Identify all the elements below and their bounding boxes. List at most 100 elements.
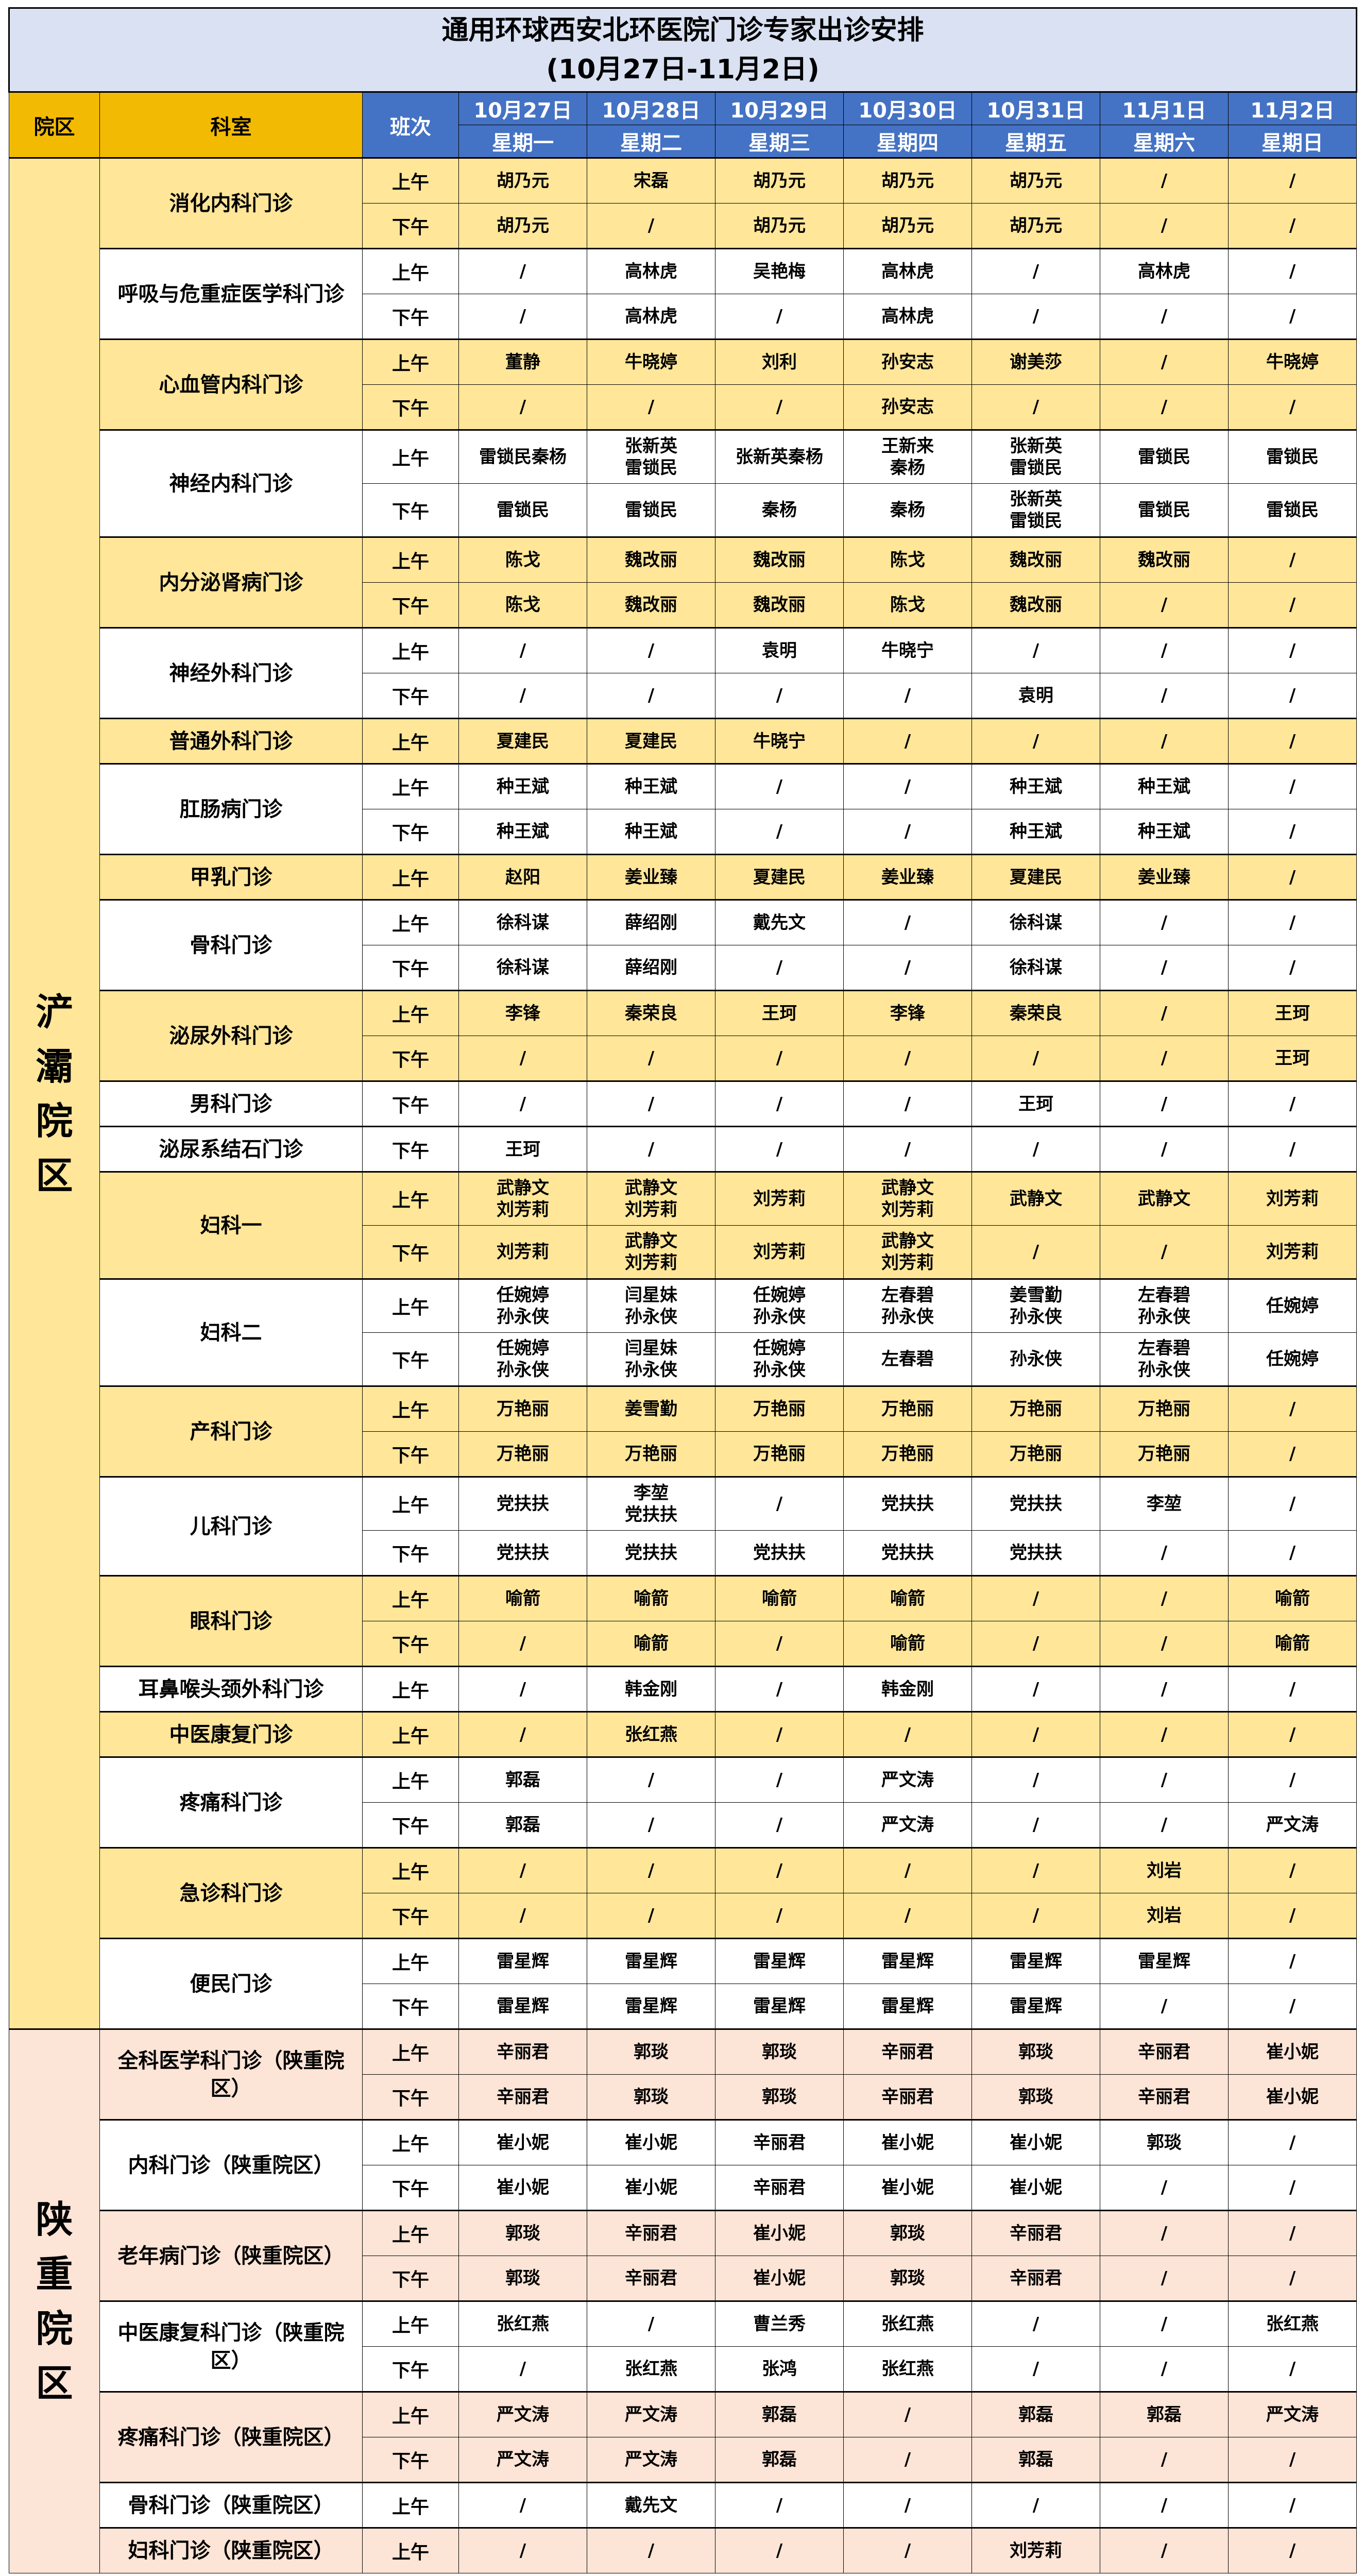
- table-row: 老年病门诊（陕重院区） 上午 郭琰 辛丽君 崔小妮 郭琰 辛丽君 / /: [9, 2210, 1357, 2301]
- table-row: 中医康复科门诊（陕重院区） 上午 张红燕 / 曹兰秀 张红燕 / / 张红燕: [9, 2300, 1357, 2392]
- doctor-cell: 刘芳莉: [715, 1225, 844, 1279]
- doctor-cell: /: [971, 294, 1100, 340]
- doctor-cell: 陈戈: [458, 582, 587, 628]
- doctor-cell: /: [1100, 1666, 1229, 1712]
- doctor-cell: 魏改丽: [971, 536, 1100, 583]
- doctor-cell: 孙安志: [843, 384, 972, 430]
- shift-period: 上午: [362, 1756, 459, 1803]
- doctor-cell: 戴先文: [715, 899, 844, 945]
- table-row: 下午 / / / / / / 王珂: [9, 1036, 1357, 1081]
- doctor-cell: 刘芳莉: [1227, 1225, 1357, 1279]
- doctor-cell: /: [715, 1893, 844, 1939]
- doctor-cell: /: [458, 627, 587, 673]
- table-row: 妇科一 上午 武静文 刘芳莉 武静文 刘芳莉 刘芳莉 武静文 刘芳莉 武静文 武静文 刘芳莉: [9, 1171, 1357, 1279]
- doctor-cell: 张新英 雷锁民: [971, 483, 1100, 537]
- shift-period: 下午: [362, 384, 459, 430]
- doctor-cell: 雷星辉: [587, 1938, 715, 1984]
- doctor-cell: 辛丽君: [715, 2119, 844, 2165]
- shift-period: 上午: [362, 2028, 459, 2075]
- doctor-cell: 秦杨: [715, 483, 844, 537]
- doctor-cell: 张新英秦杨: [715, 429, 844, 484]
- doctor-cell: /: [458, 1893, 587, 1939]
- department-name: 中医康复门诊: [99, 1711, 363, 1757]
- doctor-cell: 郭琰: [843, 2210, 972, 2256]
- department-name: 普通外科门诊: [99, 718, 363, 764]
- shift-period: 上午: [362, 854, 459, 900]
- doctor-cell: 胡乃元: [971, 157, 1100, 204]
- doctor-cell: 辛丽君: [1100, 2028, 1229, 2075]
- doctor-cell: /: [1100, 203, 1229, 249]
- table-row: 中医康复门诊 上午 / 张红燕 / / / / /: [9, 1711, 1357, 1757]
- table-row: 甲乳门诊 上午 赵阳 姜业臻 夏建民 姜业臻 夏建民 姜业臻 /: [9, 854, 1357, 900]
- schedule-table: 通用环球西安北环医院门诊专家出诊安排 (10月27日-11月2日) 院区 科室 …: [8, 7, 1358, 2573]
- table-row: 泌尿外科门诊 上午 李锋 秦荣良 王珂 李锋 秦荣良 / 王珂: [9, 990, 1357, 1081]
- doctor-cell: 闫星妹 孙永侠: [587, 1332, 715, 1386]
- doctor-cell: 党扶扶: [843, 1476, 972, 1531]
- schedule-sheet: 通用环球西安北环医院门诊专家出诊安排 (10月27日-11月2日) 院区 科室 …: [8, 7, 1358, 2573]
- doctor-cell: /: [843, 1847, 972, 1893]
- doctor-cell: 秦荣良: [587, 990, 715, 1036]
- doctor-cell: 崔小妮: [1227, 2028, 1357, 2075]
- doctor-cell: /: [715, 294, 844, 340]
- doctor-cell: 辛丽君: [715, 2165, 844, 2211]
- doctor-cell: /: [1100, 2256, 1229, 2301]
- doctor-cell: /: [843, 2482, 972, 2528]
- doctor-cell: /: [971, 1621, 1100, 1667]
- department-name: 眼科门诊: [99, 1575, 363, 1667]
- doctor-cell: 夏建民: [587, 718, 715, 764]
- doctor-cell: 王珂: [1227, 1036, 1357, 1081]
- header-date: 10月28日: [587, 91, 715, 125]
- doctor-cell: /: [843, 2391, 972, 2437]
- doctor-cell: 辛丽君: [843, 2028, 972, 2075]
- doctor-cell: 张新英 雷锁民: [587, 429, 715, 484]
- doctor-cell: 陈戈: [458, 536, 587, 583]
- department-name: 神经内科门诊: [99, 429, 363, 537]
- doctor-cell: /: [715, 763, 844, 809]
- doctor-cell: /: [971, 627, 1100, 673]
- doctor-cell: 严文涛: [458, 2391, 587, 2437]
- doctor-cell: /: [587, 673, 715, 719]
- doctor-cell: 崔小妮: [971, 2165, 1100, 2211]
- doctor-cell: 严文涛: [587, 2437, 715, 2483]
- doctor-cell: 党扶扶: [458, 1476, 587, 1531]
- department-name: 男科门诊: [99, 1080, 363, 1127]
- doctor-cell: 郭磊: [458, 1756, 587, 1803]
- doctor-cell: 崔小妮: [458, 2119, 587, 2165]
- doctor-cell: /: [1100, 1575, 1229, 1621]
- doctor-cell: 宋磊: [587, 157, 715, 204]
- shift-period: 上午: [362, 718, 459, 764]
- doctor-cell: 刘芳莉: [1227, 1171, 1357, 1226]
- doctor-cell: 张红燕: [587, 1711, 715, 1757]
- doctor-cell: 严文涛: [587, 2391, 715, 2437]
- doctor-cell: 左春碧 孙永侠: [843, 1278, 972, 1333]
- doctor-cell: 刘芳莉: [458, 1225, 587, 1279]
- table-row: 下午 雷锁民 雷锁民 秦杨 秦杨 张新英 雷锁民 雷锁民 雷锁民: [9, 483, 1357, 537]
- doctor-cell: 张红燕: [843, 2346, 972, 2392]
- table-row: 下午 刘芳莉 武静文 刘芳莉 刘芳莉 武静文 刘芳莉 / / 刘芳莉: [9, 1225, 1357, 1279]
- doctor-cell: /: [843, 763, 972, 809]
- doctor-cell: /: [843, 945, 972, 991]
- doctor-cell: /: [587, 384, 715, 430]
- doctor-cell: 李锋: [843, 990, 972, 1036]
- doctor-cell: 党扶扶: [971, 1476, 1100, 1531]
- doctor-cell: /: [458, 384, 587, 430]
- doctor-cell: 魏改丽: [715, 582, 844, 628]
- doctor-cell: /: [1227, 1847, 1357, 1893]
- doctor-cell: 左春碧 孙永侠: [1100, 1278, 1229, 1333]
- doctor-cell: /: [843, 1080, 972, 1127]
- shift-period: 上午: [362, 1278, 459, 1333]
- shift-period: 上午: [362, 2210, 459, 2256]
- doctor-cell: 喻箭: [587, 1621, 715, 1667]
- campus-label: 陕重院区: [9, 2028, 100, 2573]
- department-name: 肛肠病门诊: [99, 763, 363, 855]
- doctor-cell: 万艳丽: [843, 1385, 972, 1432]
- department-name: 心血管内科门诊: [99, 338, 363, 430]
- doctor-cell: /: [1100, 2210, 1229, 2256]
- table-row: 下午 徐科谋 薛绍刚 / / 徐科谋 / /: [9, 945, 1357, 991]
- doctor-cell: /: [587, 1847, 715, 1893]
- header-campus: 院区: [9, 91, 100, 158]
- doctor-cell: /: [1227, 1385, 1357, 1432]
- doctor-cell: /: [971, 1126, 1100, 1172]
- doctor-cell: 雷星辉: [715, 1938, 844, 1984]
- doctor-cell: 袁明: [971, 673, 1100, 719]
